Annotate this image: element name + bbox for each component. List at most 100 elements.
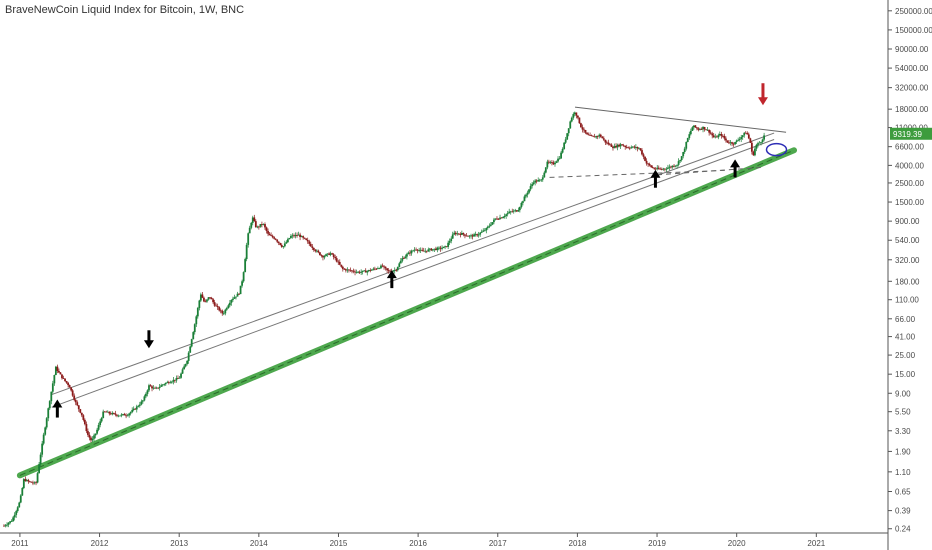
y-tick-label: 18000.00 — [895, 105, 929, 114]
candle-body — [250, 222, 253, 228]
candle-body — [152, 387, 155, 389]
candle-body — [633, 146, 636, 148]
candle-body — [33, 482, 36, 484]
candle-body — [93, 435, 95, 439]
candle-body — [114, 413, 117, 415]
candle-body — [228, 302, 231, 306]
candle-body — [680, 156, 683, 161]
candle-body — [421, 249, 424, 251]
candle-body — [505, 214, 508, 217]
chart-title: BraveNewCoin Liquid Index for Bitcoin, 1… — [5, 4, 245, 16]
up-arrow-icon — [386, 270, 397, 289]
candle-body — [401, 258, 404, 261]
dashed-support-line — [549, 169, 725, 178]
candle-body — [592, 135, 595, 137]
candle-body — [13, 514, 16, 518]
candle-body — [7, 522, 10, 525]
candle-body — [257, 226, 260, 228]
candle-body — [218, 307, 221, 311]
candle-body — [430, 248, 433, 251]
candle-body — [206, 299, 208, 302]
candle-body — [352, 270, 355, 272]
candle-body — [190, 339, 193, 347]
red-down-arrow-icon — [757, 83, 768, 106]
triangle-top-line — [574, 106, 787, 133]
x-tick-label: 2020 — [728, 539, 746, 548]
candle-body — [546, 161, 549, 168]
candle-body — [138, 404, 141, 406]
candle-body — [180, 373, 182, 378]
candle-body — [35, 482, 37, 484]
candle-body — [48, 401, 51, 409]
candle-body — [615, 145, 617, 148]
candle-body — [493, 219, 495, 223]
candle-body — [712, 135, 715, 138]
candle-body — [97, 425, 100, 430]
candle-body — [131, 410, 134, 413]
candle-body — [314, 249, 317, 252]
candle-body — [106, 411, 109, 413]
candle-body — [709, 132, 712, 134]
candle-body — [143, 396, 146, 401]
candle-body — [235, 296, 237, 298]
candle-body — [36, 473, 39, 483]
candle-body — [212, 299, 214, 303]
candle-body — [303, 237, 306, 239]
candle-body — [413, 249, 416, 251]
candle-body — [448, 241, 451, 243]
candle-body — [441, 248, 443, 249]
candle-body — [384, 266, 387, 269]
candle-body — [244, 259, 247, 273]
candle-body — [71, 390, 74, 396]
candle-body — [535, 180, 538, 182]
candle-body — [682, 152, 685, 157]
candle-body — [380, 265, 382, 269]
candle-body — [6, 524, 8, 526]
candle-body — [207, 297, 210, 300]
candle-body — [575, 112, 578, 116]
candle-body — [163, 384, 166, 385]
candle-body — [19, 495, 22, 503]
candle-body — [552, 162, 555, 165]
candle-body — [470, 235, 472, 237]
candle-body — [137, 405, 140, 407]
candle-body — [477, 234, 480, 236]
candle-body — [151, 386, 153, 389]
x-tick-label: 2017 — [489, 539, 507, 548]
candle-body — [450, 238, 453, 242]
candle-body — [497, 219, 500, 220]
upper-channel-line — [51, 132, 775, 396]
candle-body — [230, 299, 233, 303]
candle-body — [419, 249, 422, 251]
candle-body — [515, 210, 518, 212]
candle-body — [610, 144, 613, 147]
candle-body — [79, 409, 82, 413]
candle-body — [103, 411, 106, 413]
price-tag — [890, 127, 932, 140]
candle-body — [667, 167, 669, 169]
candle-body — [599, 134, 602, 137]
y-tick-label: 320.00 — [895, 256, 920, 265]
candle-body — [27, 480, 30, 482]
candle-body — [148, 385, 150, 391]
candle-body — [662, 168, 665, 170]
y-tick-label: 0.24 — [895, 525, 911, 534]
candle-body — [193, 324, 196, 333]
candle-body — [464, 234, 466, 236]
candle-body — [94, 433, 97, 436]
candle-body — [584, 129, 587, 133]
candle-body — [665, 168, 668, 170]
candle-body — [221, 310, 224, 314]
candle-body — [544, 167, 547, 173]
candle-body — [605, 142, 608, 144]
candle-body — [489, 224, 492, 226]
candle-body — [525, 194, 527, 197]
candle-body — [140, 401, 143, 405]
candle-body — [593, 136, 596, 138]
candle-body — [442, 246, 445, 249]
candle-body — [476, 234, 479, 236]
candle-body — [41, 443, 44, 455]
candle-body — [439, 247, 442, 249]
candle-body — [714, 136, 717, 138]
candle-body — [203, 297, 205, 302]
